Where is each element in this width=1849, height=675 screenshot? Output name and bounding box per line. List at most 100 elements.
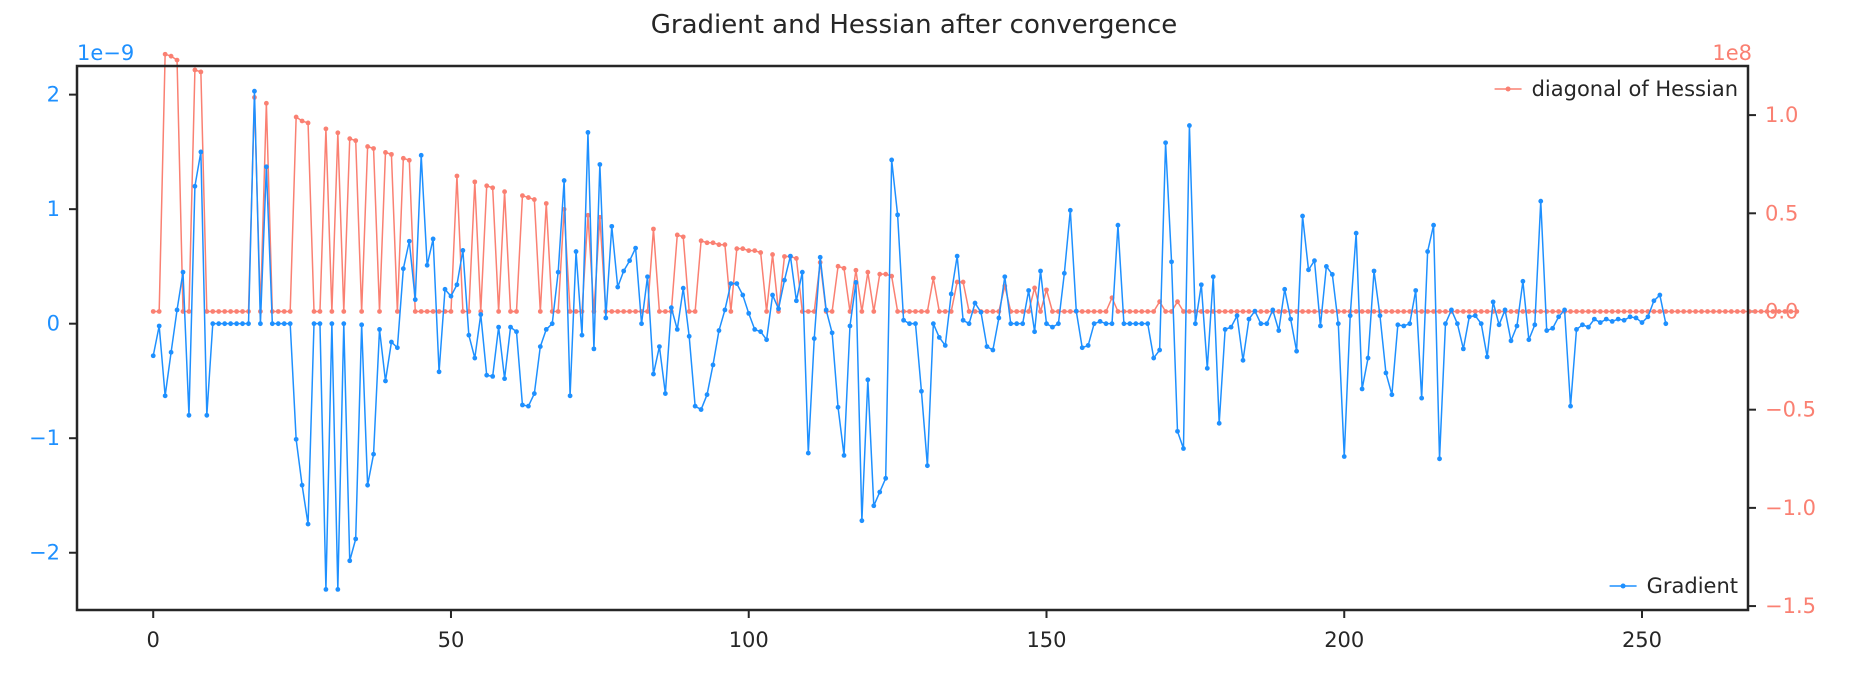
data-point-gradient (377, 327, 382, 332)
data-point-hessian (805, 309, 811, 314)
data-point-gradient (621, 268, 627, 274)
data-point-gradient (180, 269, 186, 275)
data-point-gradient (1216, 420, 1222, 426)
data-point-hessian (930, 275, 936, 281)
data-point-gradient (1056, 321, 1061, 327)
data-point-hessian (1711, 309, 1716, 314)
data-point-hessian (686, 309, 692, 314)
data-point-hessian (1717, 309, 1722, 314)
data-point-gradient (597, 162, 603, 167)
x-tick-label: 200 (1324, 628, 1364, 652)
data-point-hessian (531, 197, 537, 202)
data-point-gradient (1073, 308, 1079, 314)
data-point-gradient (752, 327, 758, 332)
data-point-hessian (1472, 309, 1478, 314)
data-point-gradient (978, 309, 984, 315)
data-point-hessian (1359, 309, 1365, 314)
data-point-hessian (1383, 309, 1389, 314)
data-point-hessian (1591, 309, 1597, 314)
data-point-hessian (436, 309, 442, 314)
data-point-gradient (472, 355, 478, 361)
data-point-hessian (156, 309, 162, 314)
data-point-gradient (1085, 343, 1091, 348)
data-point-gradient (573, 249, 579, 254)
data-point-gradient (258, 321, 263, 327)
data-point-gradient (1103, 321, 1109, 327)
data-point-hessian (1401, 309, 1407, 314)
data-point-gradient (889, 157, 895, 163)
data-point-gradient (835, 404, 841, 410)
data-point-hessian (1478, 309, 1484, 314)
data-point-hessian (424, 309, 430, 314)
data-point-hessian (865, 269, 871, 275)
data-point-hessian (305, 120, 311, 126)
data-point-gradient (746, 310, 752, 316)
data-point-hessian (1466, 309, 1472, 314)
data-point-hessian (192, 67, 198, 73)
data-point-hessian (1329, 309, 1335, 314)
data-point-gradient (740, 292, 746, 298)
data-point-hessian (1770, 309, 1776, 314)
data-point-hessian (275, 309, 281, 314)
data-point-gradient (1115, 222, 1121, 228)
data-point-gradient (1044, 321, 1049, 327)
data-point-gradient (1562, 307, 1567, 313)
data-point-hessian (1163, 309, 1168, 314)
data-point-gradient (722, 307, 728, 313)
data-point-gradient (1335, 321, 1341, 327)
data-point-hessian (764, 309, 769, 314)
data-point-gradient (1556, 314, 1562, 320)
data-point-hessian (657, 309, 662, 314)
data-point-gradient (698, 407, 704, 412)
data-point-gradient (1341, 454, 1347, 459)
data-point-gradient (484, 372, 490, 378)
data-point-gradient (1329, 272, 1335, 277)
data-point-hessian (645, 309, 650, 314)
data-point-gradient (1353, 230, 1359, 236)
data-point-hessian (1597, 309, 1603, 314)
data-point-gradient (734, 281, 740, 286)
data-point-hessian (526, 195, 531, 200)
data-point-gradient (508, 324, 513, 330)
data-point-hessian (966, 309, 972, 314)
data-point-hessian (990, 309, 996, 314)
data-point-gradient (394, 345, 400, 351)
data-point-hessian (496, 309, 502, 314)
data-point-hessian (228, 309, 234, 314)
data-point-gradient (162, 393, 168, 399)
data-point-gradient (389, 339, 394, 345)
x-tick-label: 100 (729, 628, 769, 652)
data-point-hessian (1204, 309, 1210, 314)
data-point-gradient (365, 482, 371, 488)
data-point-hessian (1722, 309, 1728, 314)
data-point-hessian (1782, 309, 1788, 314)
data-point-hessian (1687, 309, 1693, 314)
data-point-gradient (1407, 321, 1413, 327)
data-point-hessian (1187, 309, 1192, 314)
data-point-gradient (1597, 320, 1603, 325)
data-point-hessian (287, 309, 293, 314)
data-point-hessian (1574, 309, 1579, 314)
data-point-hessian (662, 309, 668, 314)
data-point-gradient (246, 321, 251, 327)
data-point-hessian (1425, 309, 1431, 314)
legend-hessian-label: diagonal of Hessian (1532, 77, 1738, 101)
data-point-hessian (1264, 309, 1270, 314)
data-point-hessian (1300, 309, 1305, 314)
data-point-hessian (1282, 309, 1288, 314)
data-point-gradient (883, 475, 889, 481)
data-point-gradient (1097, 318, 1103, 324)
data-point-gradient (1413, 288, 1419, 293)
left-y-tick-label: −1 (29, 426, 60, 450)
right-y-tick-label: −1.5 (1765, 594, 1816, 618)
data-point-gradient (1395, 322, 1401, 328)
data-point-gradient (710, 362, 716, 368)
data-point-gradient (1574, 327, 1579, 332)
data-point-hessian (770, 252, 775, 257)
series-gradient (150, 88, 1669, 592)
data-point-gradient (627, 258, 633, 264)
data-point-gradient (496, 324, 502, 330)
data-point-hessian (835, 263, 841, 269)
data-point-gradient (1228, 324, 1234, 330)
data-point-gradient (674, 327, 680, 332)
